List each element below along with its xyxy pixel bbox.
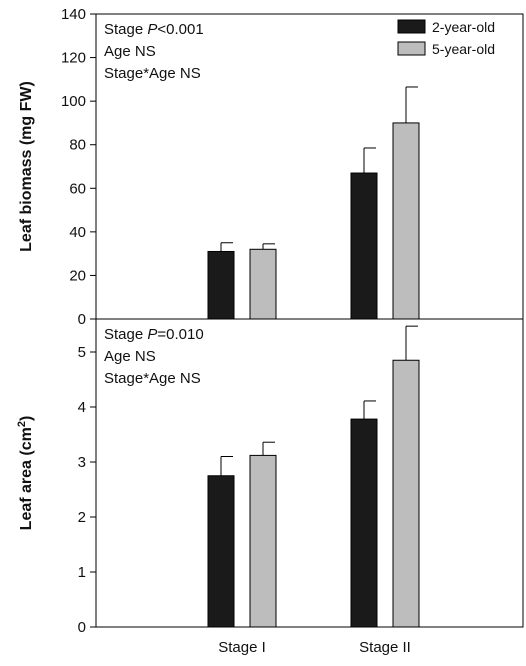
stats-annotation: Stage*Age NS: [104, 65, 201, 82]
y-tick-label: 40: [69, 224, 86, 241]
bar-5-year-old: [392, 359, 420, 628]
stats-annotation-part: Stage: [104, 21, 147, 38]
y-axis-title-text: Leaf area (cm: [18, 427, 35, 530]
stats-annotation: Stage*Age NS: [104, 370, 201, 387]
y-axis-title: Leaf area (cm2): [16, 416, 35, 531]
bar-2-year-old: [350, 418, 378, 628]
plot-frame: [95, 13, 524, 320]
legend-label: 2-year-old: [432, 19, 495, 35]
y-axis-title-end: ): [18, 416, 35, 421]
y-tick-label: 140: [61, 6, 86, 23]
y-tick-label: 1: [78, 564, 86, 581]
stats-annotation: Stage P=0.010: [104, 326, 204, 343]
bar-2-year-old: [207, 250, 235, 320]
stats-annotation-part: Age NS: [104, 348, 156, 365]
panel-1: 0 20 40 60 80 100 120 140 Leaf biomass (mg FW) St…: [18, 6, 524, 328]
y-tick-label: 0: [78, 311, 86, 328]
bar-2-year-old: [207, 475, 235, 628]
stats-annotation-part: <0.001: [157, 21, 203, 38]
y-tick-label: 80: [69, 137, 86, 154]
x-category-label: Stage II: [359, 639, 411, 656]
y-tick-label: 2: [78, 509, 86, 526]
stats-annotation-part: Stage: [104, 326, 147, 343]
x-category-label: Stage I: [218, 639, 266, 656]
stats-annotation-part: Age NS: [104, 43, 156, 60]
y-tick-label: 0: [78, 619, 86, 636]
y-tick-label: 4: [78, 399, 86, 416]
y-axis-title-text: Leaf biomass (mg FW): [18, 81, 35, 252]
legend-swatch: [397, 41, 426, 56]
legend-label: 5-year-old: [432, 41, 495, 57]
y-tick-label: 3: [78, 454, 86, 471]
stats-annotation-part: P: [147, 21, 157, 38]
y-tick-label: 20: [69, 267, 86, 284]
stats-annotation-part: =0.010: [157, 326, 203, 343]
bar-5-year-old: [249, 248, 277, 320]
stats-annotation-part: P: [147, 326, 157, 343]
y-tick-label: 5: [78, 344, 86, 361]
y-axis-title: Leaf biomass (mg FW): [18, 81, 35, 252]
stats-annotation-part: Stage*Age NS: [104, 370, 201, 387]
stats-annotation: Age NS: [104, 348, 156, 365]
stats-annotation: Stage P<0.001: [104, 21, 204, 38]
legend-swatch: [397, 19, 426, 34]
stats-annotation: Age NS: [104, 43, 156, 60]
y-tick-label: 60: [69, 180, 86, 197]
y-tick-label: 100: [61, 93, 86, 110]
bar-5-year-old: [392, 122, 420, 320]
bar-2-year-old: [350, 172, 378, 320]
stats-annotation-part: Stage*Age NS: [104, 65, 201, 82]
plot-frame: [95, 318, 524, 628]
y-axis-title-superscript: 2: [16, 421, 28, 427]
bar-5-year-old: [249, 454, 277, 628]
y-tick-label: 120: [61, 50, 86, 67]
